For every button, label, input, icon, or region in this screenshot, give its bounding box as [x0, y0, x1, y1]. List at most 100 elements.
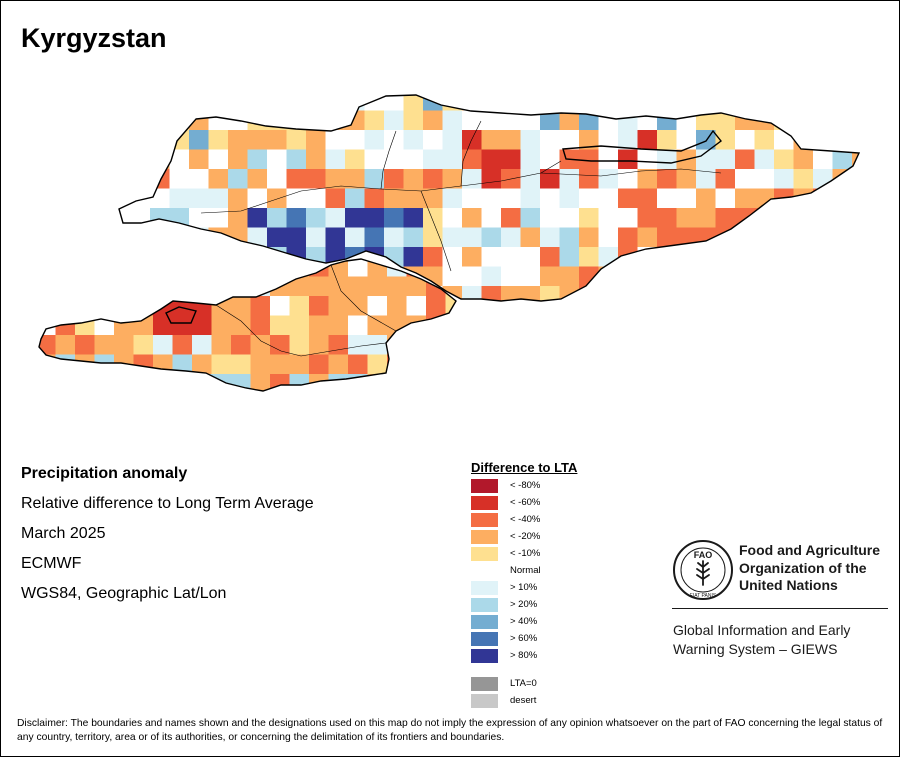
- grid-cell: [657, 150, 677, 170]
- grid-cell: [306, 189, 326, 209]
- map-subject-heading: Precipitation anomaly: [21, 465, 187, 483]
- program-name-line: Warning System – GIEWS: [673, 640, 850, 659]
- grid-cell: [774, 286, 794, 306]
- grid-cell: [677, 111, 697, 131]
- grid-cell: [423, 169, 443, 189]
- grid-cell: [755, 130, 775, 150]
- grid-cell: [231, 335, 251, 355]
- grid-cell: [329, 355, 349, 375]
- grid-cell: [813, 91, 833, 111]
- grid-cell: [657, 111, 677, 131]
- grid-cell: [638, 189, 658, 209]
- grid-cell: [521, 130, 541, 150]
- grid-cell: [462, 91, 482, 111]
- grid-cell: [309, 277, 329, 297]
- grid-cell: [173, 316, 193, 336]
- grid-cell: [95, 355, 115, 375]
- grid-cell: [189, 208, 209, 228]
- grid-cell: [326, 189, 346, 209]
- grid-cell: [309, 355, 329, 375]
- grid-cell: [131, 169, 151, 189]
- grid-cell: [755, 150, 775, 170]
- grid-cell: [368, 277, 388, 297]
- grid-cell: [248, 91, 268, 111]
- grid-cell: [150, 247, 170, 267]
- map-frame: Kyrgyzstan Pr: [0, 0, 900, 757]
- grid-cell: [131, 111, 151, 131]
- grid-cell: [134, 335, 154, 355]
- grid-cell: [134, 374, 154, 394]
- grid-cell: [462, 169, 482, 189]
- legend-swatch: [471, 694, 498, 708]
- grid-cell: [287, 150, 307, 170]
- grid-cell: [267, 130, 287, 150]
- grid-cell: [482, 150, 502, 170]
- grid-cell: [231, 257, 251, 277]
- grid-cell: [228, 130, 248, 150]
- grid-cell: [677, 286, 697, 306]
- grid-cell: [189, 91, 209, 111]
- grid-cell: [716, 228, 736, 248]
- grid-cell: [482, 91, 502, 111]
- grid-cell: [153, 257, 173, 277]
- grid-cell: [813, 130, 833, 150]
- grid-cell: [755, 169, 775, 189]
- logo-text: FAO: [694, 550, 713, 560]
- grid-cell: [462, 111, 482, 131]
- grid-cell: [290, 316, 310, 336]
- grid-cell: [306, 91, 326, 111]
- grid-cell: [443, 130, 463, 150]
- grid-cell: [150, 111, 170, 131]
- grid-cell: [852, 169, 872, 189]
- grid-cell: [423, 130, 443, 150]
- grid-cell: [657, 189, 677, 209]
- grid-cell: [150, 228, 170, 248]
- grid-cell: [290, 257, 310, 277]
- grid-cell: [755, 208, 775, 228]
- grid-cell: [716, 247, 736, 267]
- legend-swatch: [471, 615, 498, 629]
- grid-cell: [755, 267, 775, 287]
- grid-cell: [560, 169, 580, 189]
- grid-cell: [56, 277, 76, 297]
- legend-label: < -60%: [510, 497, 540, 508]
- grid-cell: [153, 374, 173, 394]
- grid-cell: [270, 335, 290, 355]
- grid-cell: [56, 296, 76, 316]
- grid-cell: [209, 169, 229, 189]
- grid-cell: [404, 247, 424, 267]
- grid-cell: [833, 169, 853, 189]
- grid-cell: [348, 316, 368, 336]
- grid-cell: [95, 335, 115, 355]
- grid-cell: [521, 150, 541, 170]
- grid-cell: [150, 189, 170, 209]
- grid-cell: [326, 130, 346, 150]
- grid-cell: [462, 150, 482, 170]
- grid-cell: [368, 355, 388, 375]
- grid-cell: [462, 189, 482, 209]
- grid-cell: [270, 374, 290, 394]
- legend-title: Difference to LTA: [471, 460, 577, 475]
- grid-cell: [696, 208, 716, 228]
- grid-cell: [212, 335, 232, 355]
- grid-cell: [501, 189, 521, 209]
- grid-cell: [794, 150, 814, 170]
- grid-cell: [579, 150, 599, 170]
- grid-cell: [677, 189, 697, 209]
- grid-cell: [482, 286, 502, 306]
- grid-cell: [833, 286, 853, 306]
- grid-cell: [36, 374, 56, 394]
- legend-swatch: [471, 564, 498, 578]
- grid-cell: [329, 335, 349, 355]
- grid-cell: [833, 130, 853, 150]
- organization-name-line: United Nations: [739, 577, 880, 595]
- grid-cell: [345, 228, 365, 248]
- grid-cell: [852, 228, 872, 248]
- grid-cell: [833, 111, 853, 131]
- grid-cell: [540, 267, 560, 287]
- grid-cell: [423, 150, 443, 170]
- grid-cell: [833, 208, 853, 228]
- grid-cell: [192, 277, 212, 297]
- grid-cell: [251, 257, 271, 277]
- grid-cell: [170, 228, 190, 248]
